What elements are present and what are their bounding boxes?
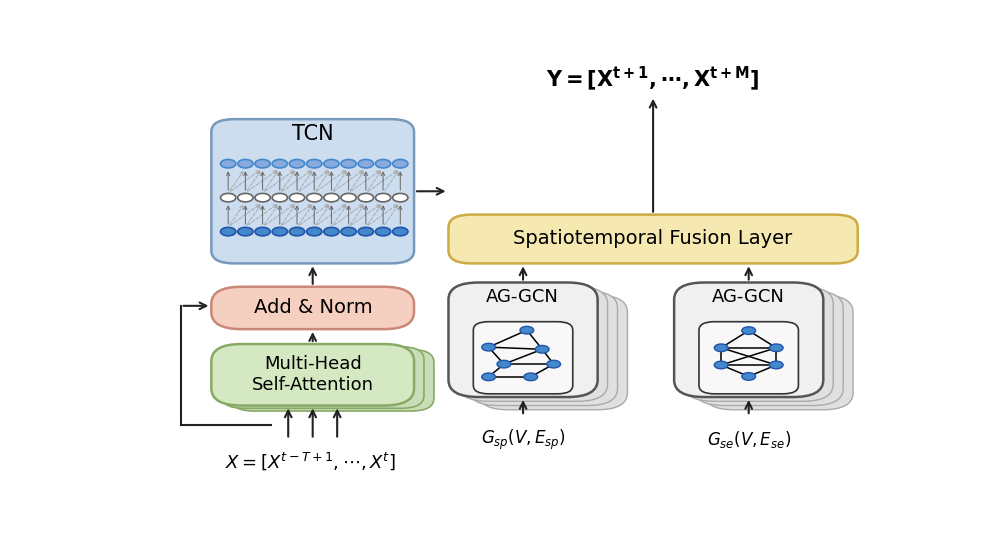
Circle shape: [524, 373, 537, 381]
FancyBboxPatch shape: [458, 287, 607, 401]
Circle shape: [323, 159, 339, 168]
Circle shape: [392, 228, 407, 236]
Circle shape: [289, 228, 305, 236]
Circle shape: [768, 361, 782, 369]
Circle shape: [340, 228, 356, 236]
FancyBboxPatch shape: [693, 291, 842, 406]
Text: $X = [X^{t-T+1}, \cdots, X^{t}]$: $X = [X^{t-T+1}, \cdots, X^{t}]$: [225, 450, 395, 472]
FancyBboxPatch shape: [698, 322, 798, 394]
Circle shape: [358, 228, 373, 236]
Circle shape: [375, 193, 390, 202]
Circle shape: [358, 193, 373, 202]
Circle shape: [481, 373, 495, 381]
Circle shape: [289, 193, 305, 202]
Circle shape: [714, 344, 728, 352]
Text: $G_{sp}(V, E_{sp})$: $G_{sp}(V, E_{sp})$: [480, 428, 565, 452]
Circle shape: [272, 228, 287, 236]
Circle shape: [520, 326, 533, 334]
FancyBboxPatch shape: [211, 119, 414, 263]
FancyBboxPatch shape: [473, 322, 572, 394]
Circle shape: [534, 345, 548, 353]
Circle shape: [307, 193, 321, 202]
Text: $\mathbf{Y = [X^{t+1}, \cdots, X^{t+M}]}$: $\mathbf{Y = [X^{t+1}, \cdots, X^{t+M}]}…: [545, 64, 758, 93]
FancyBboxPatch shape: [673, 283, 822, 397]
Circle shape: [220, 228, 236, 236]
FancyBboxPatch shape: [683, 287, 832, 401]
Circle shape: [323, 228, 339, 236]
Circle shape: [358, 159, 373, 168]
Circle shape: [238, 193, 252, 202]
Circle shape: [546, 360, 560, 368]
Circle shape: [768, 344, 782, 352]
Circle shape: [289, 159, 305, 168]
FancyBboxPatch shape: [221, 347, 424, 408]
Circle shape: [254, 193, 270, 202]
Circle shape: [497, 360, 511, 368]
Circle shape: [220, 159, 236, 168]
Circle shape: [340, 159, 356, 168]
Circle shape: [323, 193, 339, 202]
FancyBboxPatch shape: [478, 295, 627, 410]
Circle shape: [392, 159, 407, 168]
Circle shape: [238, 159, 252, 168]
Circle shape: [741, 327, 755, 334]
Circle shape: [220, 193, 236, 202]
FancyBboxPatch shape: [448, 283, 597, 397]
Circle shape: [254, 159, 270, 168]
Circle shape: [392, 193, 407, 202]
Text: Spatiotemporal Fusion Layer: Spatiotemporal Fusion Layer: [513, 229, 792, 249]
Circle shape: [375, 159, 390, 168]
Text: $G_{se}(V, E_{se})$: $G_{se}(V, E_{se})$: [706, 429, 790, 450]
FancyBboxPatch shape: [211, 287, 414, 329]
Circle shape: [307, 228, 321, 236]
FancyBboxPatch shape: [231, 349, 434, 411]
Text: Add & Norm: Add & Norm: [253, 299, 372, 317]
FancyBboxPatch shape: [468, 291, 617, 406]
Circle shape: [238, 228, 252, 236]
FancyBboxPatch shape: [448, 214, 857, 263]
Circle shape: [481, 343, 495, 351]
Circle shape: [741, 372, 755, 380]
Text: Multi-Head
Self-Attention: Multi-Head Self-Attention: [251, 355, 374, 394]
Circle shape: [714, 361, 728, 369]
Circle shape: [340, 193, 356, 202]
Circle shape: [272, 159, 287, 168]
FancyBboxPatch shape: [703, 295, 852, 410]
Circle shape: [254, 228, 270, 236]
Circle shape: [272, 193, 287, 202]
Text: TCN: TCN: [292, 124, 333, 144]
Circle shape: [375, 228, 390, 236]
FancyBboxPatch shape: [211, 344, 414, 406]
Circle shape: [307, 159, 321, 168]
Text: AG-GCN: AG-GCN: [711, 288, 784, 306]
Text: AG-GCN: AG-GCN: [486, 288, 558, 306]
